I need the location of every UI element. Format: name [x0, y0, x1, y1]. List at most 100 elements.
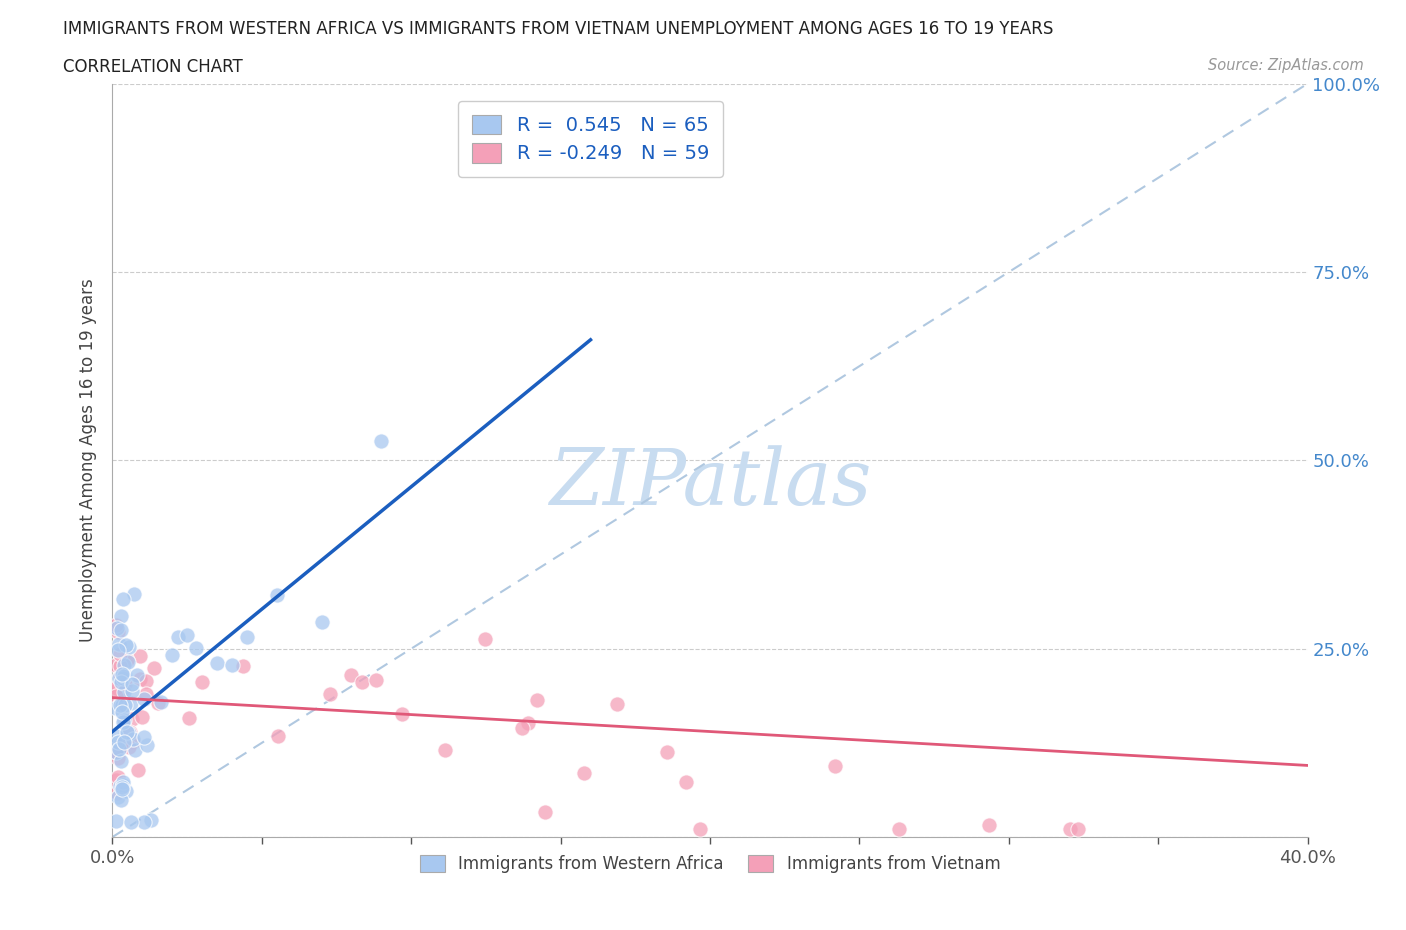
Point: [120, 815, 142, 830]
Point: [146, 696, 169, 711]
Point: [112, 734, 135, 749]
Point: [114, 668, 136, 683]
Point: [104, 744, 127, 759]
Point: [134, 815, 156, 830]
Point: [111, 779, 134, 794]
Legend: Immigrants from Western Africa, Immigrants from Vietnam: Immigrants from Western Africa, Immigran…: [411, 846, 1010, 882]
Point: [526, 693, 548, 708]
Point: [655, 744, 678, 759]
Point: [129, 671, 152, 686]
Point: [112, 684, 135, 699]
Point: [136, 737, 159, 752]
Point: [111, 592, 134, 607]
Point: [112, 714, 135, 729]
Point: [111, 774, 134, 789]
Point: [111, 671, 134, 685]
Point: [108, 647, 131, 662]
Text: Source: ZipAtlas.com: Source: ZipAtlas.com: [1208, 58, 1364, 73]
Point: [107, 769, 129, 784]
Point: [266, 588, 288, 603]
Point: [114, 677, 136, 692]
Point: [236, 630, 259, 644]
Point: [111, 698, 134, 712]
Point: [105, 618, 128, 632]
Point: [122, 735, 145, 750]
Point: [110, 668, 132, 683]
Point: [115, 652, 138, 667]
Point: [311, 615, 333, 630]
Point: [120, 696, 142, 711]
Y-axis label: Unemployment Among Ages 16 to 19 years: Unemployment Among Ages 16 to 19 years: [79, 278, 97, 643]
Point: [107, 734, 129, 749]
Point: [131, 710, 153, 724]
Point: [117, 655, 139, 670]
Point: [143, 660, 166, 675]
Point: [122, 732, 145, 747]
Point: [340, 668, 363, 683]
Text: IMMIGRANTS FROM WESTERN AFRICA VS IMMIGRANTS FROM VIETNAM UNEMPLOYMENT AMONG AGE: IMMIGRANTS FROM WESTERN AFRICA VS IMMIGR…: [63, 20, 1053, 38]
Point: [104, 680, 127, 695]
Text: CORRELATION CHART: CORRELATION CHART: [63, 58, 243, 75]
Point: [266, 728, 288, 743]
Point: [112, 676, 135, 691]
Point: [112, 658, 135, 673]
Point: [150, 695, 173, 710]
Point: [689, 822, 711, 837]
Point: [110, 697, 132, 711]
Point: [111, 666, 134, 681]
Point: [105, 814, 128, 829]
Point: [1059, 822, 1081, 837]
Point: [510, 721, 533, 736]
Point: [177, 711, 200, 725]
Point: [121, 711, 143, 726]
Point: [111, 684, 134, 698]
Point: [110, 793, 132, 808]
Point: [105, 700, 128, 715]
Point: [112, 669, 135, 684]
Point: [104, 744, 127, 759]
Point: [574, 765, 596, 780]
Point: [118, 739, 141, 754]
Point: [107, 680, 129, 695]
Point: [110, 738, 132, 753]
Point: [110, 608, 132, 623]
Point: [118, 725, 141, 740]
Point: [108, 741, 131, 756]
Point: [105, 620, 128, 635]
Point: [391, 706, 413, 721]
Point: [121, 677, 143, 692]
Point: [107, 624, 129, 639]
Point: [824, 759, 846, 774]
Point: [675, 774, 697, 789]
Point: [121, 684, 143, 698]
Point: [105, 728, 128, 743]
Point: [167, 630, 190, 644]
Point: [118, 724, 141, 739]
Point: [132, 729, 155, 744]
Point: [433, 742, 456, 757]
Point: [186, 641, 208, 656]
Point: [516, 715, 538, 730]
Point: [124, 743, 146, 758]
Point: [114, 638, 136, 653]
Point: [141, 813, 163, 828]
Point: [221, 658, 243, 673]
Point: [110, 675, 132, 690]
Point: [107, 643, 129, 658]
Point: [364, 672, 387, 687]
Point: [108, 658, 131, 673]
Point: [1067, 822, 1090, 837]
Point: [135, 686, 157, 701]
Point: [114, 698, 136, 712]
Point: [134, 691, 156, 706]
Point: [350, 675, 373, 690]
Point: [104, 688, 127, 703]
Point: [887, 822, 910, 837]
Point: [134, 673, 156, 688]
Text: ZIPatlas: ZIPatlas: [548, 445, 872, 521]
Point: [111, 777, 134, 792]
Point: [232, 658, 254, 673]
Point: [108, 778, 131, 793]
Point: [606, 697, 628, 711]
Point: [319, 686, 342, 701]
